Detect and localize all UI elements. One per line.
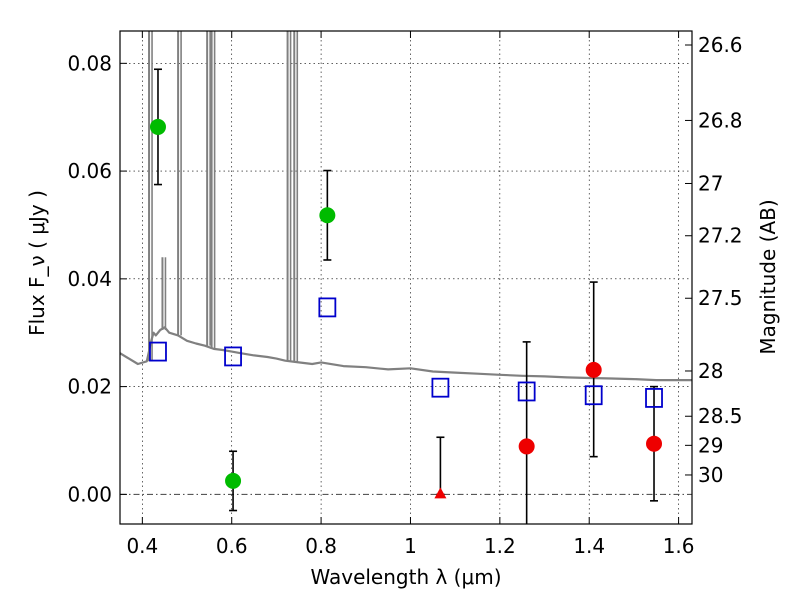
y2-tick-label: 27.2: [698, 224, 743, 248]
y-tick-label: 0.04: [67, 267, 112, 291]
y2-tick-label: 28.5: [698, 404, 743, 428]
data-point-circle: [646, 435, 663, 452]
x-tick-label: 1.4: [573, 534, 605, 558]
y2-tick-label: 26.8: [698, 108, 743, 132]
y2-tick-label: 27.5: [698, 286, 743, 310]
x-axis-title: Wavelength λ (μm): [310, 565, 501, 589]
sed-model-curve: [119, 31, 692, 382]
data-point-circle: [149, 118, 166, 135]
y-axis-title: Flux F_ν ( μJy ): [25, 190, 49, 336]
x-tick-label: 1.2: [484, 534, 516, 558]
model-point-square: [431, 377, 450, 398]
sed-continuum: [119, 326, 692, 382]
x-tick-label: 1.6: [663, 534, 695, 558]
y2-axis-title: Magnitude (AB): [756, 199, 780, 354]
model-point-square: [584, 385, 603, 406]
x-tick-label: 1: [404, 534, 417, 558]
data-point-circle: [585, 361, 602, 378]
photometry-points: [149, 68, 663, 524]
y2-tick-label: 26.6: [698, 33, 743, 57]
plot-frame: [119, 30, 693, 525]
model-point-square: [318, 297, 337, 318]
model-point-square: [517, 381, 536, 402]
x-tick-label: 0.8: [305, 534, 337, 558]
data-point-circle: [319, 207, 336, 224]
model-point-square: [645, 388, 663, 408]
axis-ticks: 0.4 0.6 0.8 1 1.2 1.4 1.6 0.00 0.02 0.04 0.06 0.08 2…: [67, 31, 743, 558]
data-point-circle: [225, 472, 242, 489]
y-tick-label: 0.00: [67, 482, 112, 506]
data-point-triangle: [434, 487, 447, 499]
y-tick-label: 0.08: [67, 51, 112, 75]
y2-tick-label: 29: [698, 433, 723, 457]
model-point-square: [149, 341, 167, 362]
y2-tick-label: 30: [698, 463, 723, 487]
x-tick-label: 0.4: [126, 534, 158, 558]
model-point-square: [224, 346, 242, 367]
y2-tick-label: 28: [698, 359, 723, 383]
y-tick-label: 0.02: [67, 375, 112, 399]
y-tick-label: 0.06: [67, 159, 112, 183]
data-point-circle: [518, 438, 535, 455]
y2-tick-label: 27: [698, 171, 723, 195]
x-tick-label: 0.6: [216, 534, 248, 558]
